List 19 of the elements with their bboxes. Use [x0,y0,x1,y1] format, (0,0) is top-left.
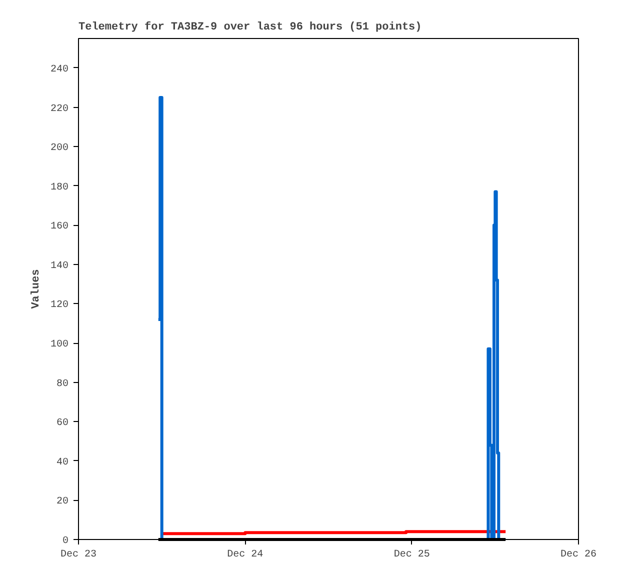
y-tick-label: 200 [50,143,69,154]
y-tick-label: 160 [50,222,69,233]
y-tick-label: 80 [56,378,69,390]
y-tick-label: 240 [50,64,69,76]
y-tick-label: 220 [50,104,69,115]
y-tick-label: 180 [50,182,69,194]
y-tick-label: 140 [50,260,69,272]
x-tick-label: Dec 26 [560,550,597,560]
x-tick-label: Dec 25 [394,550,430,560]
y-tick-label: 20 [56,496,69,508]
x-tick-label: Dec 24 [227,550,264,560]
y-tick-label: 40 [56,457,69,468]
y-tick-label: 120 [50,300,69,312]
y-tick-label: 60 [56,418,69,430]
y-tick-label: 100 [50,340,69,351]
y-axis-title: Values [30,269,42,309]
y-tick-label: 0 [62,536,69,547]
x-tick-label: Dec 23 [60,550,97,560]
chart-title: Telemetry for TA3BZ-9 over last 96 hours (51 points) [78,20,422,34]
